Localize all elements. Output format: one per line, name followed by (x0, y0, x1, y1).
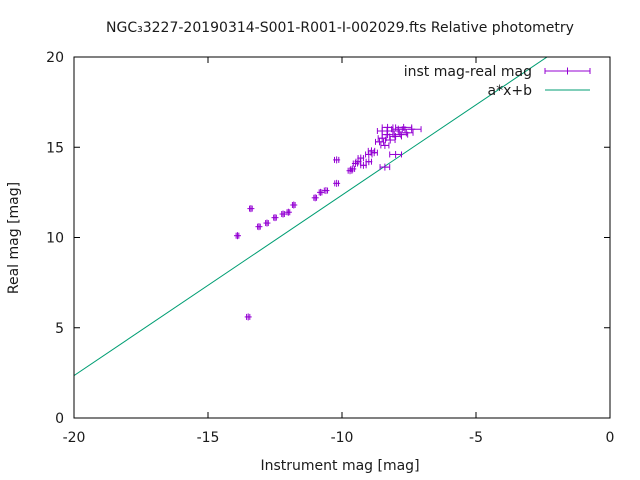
data-point (389, 150, 402, 158)
y-tick-label: 0 (55, 411, 64, 427)
data-point (377, 134, 387, 142)
data-point (333, 156, 341, 164)
y-tick-label: 15 (46, 140, 64, 156)
data-point (263, 219, 271, 227)
x-tick-label: -15 (197, 430, 220, 446)
data-point (384, 136, 396, 144)
data-point (317, 188, 325, 196)
data-point (380, 141, 390, 149)
data-point (244, 313, 252, 321)
legend: inst mag-real mag a*x+b (404, 64, 591, 99)
data-point (376, 127, 388, 135)
data-point (354, 158, 362, 166)
data-point (365, 158, 373, 166)
x-tick-label: -10 (331, 430, 354, 446)
data-point (357, 154, 365, 162)
x-tick-label: -20 (63, 430, 86, 446)
data-point (393, 131, 409, 139)
data-point (247, 205, 255, 213)
x-tick-label: 0 (606, 430, 615, 446)
data-point (401, 125, 422, 133)
legend-label: inst mag-real mag (404, 64, 532, 80)
data-point (395, 123, 413, 131)
plot-frame (73, 56, 611, 419)
data-point (379, 163, 391, 171)
data-point (359, 161, 367, 169)
y-axis-label: Real mag [mag] (6, 182, 22, 294)
chart-title: NGC₃3227-20190314-S001-R001-I-002029.fts… (106, 20, 574, 36)
data-point (255, 223, 263, 231)
y-axis: 0 5 10 15 20 (46, 50, 610, 427)
data-point (387, 127, 399, 135)
data-point (290, 201, 298, 209)
data-point (311, 194, 319, 202)
data-point (279, 210, 287, 218)
data-point (233, 232, 241, 240)
fit-line (74, 57, 548, 376)
data-point (367, 147, 376, 155)
legend-label: a*x+b (488, 83, 533, 99)
data-point (284, 208, 292, 216)
y-tick-label: 10 (46, 231, 64, 247)
y-tick-label: 20 (46, 50, 64, 66)
x-tick-label: -5 (469, 430, 483, 446)
data-point (370, 149, 378, 157)
data-point (322, 187, 330, 195)
y-tick-label: 5 (55, 321, 64, 337)
data-point (349, 165, 357, 173)
data-point (333, 179, 341, 187)
data-point (375, 138, 385, 146)
x-axis: -20 -15 -10 -5 0 (63, 57, 615, 446)
data-point (271, 214, 279, 222)
data-point (399, 129, 414, 137)
x-axis-label: Instrument mag [mag] (260, 458, 419, 474)
